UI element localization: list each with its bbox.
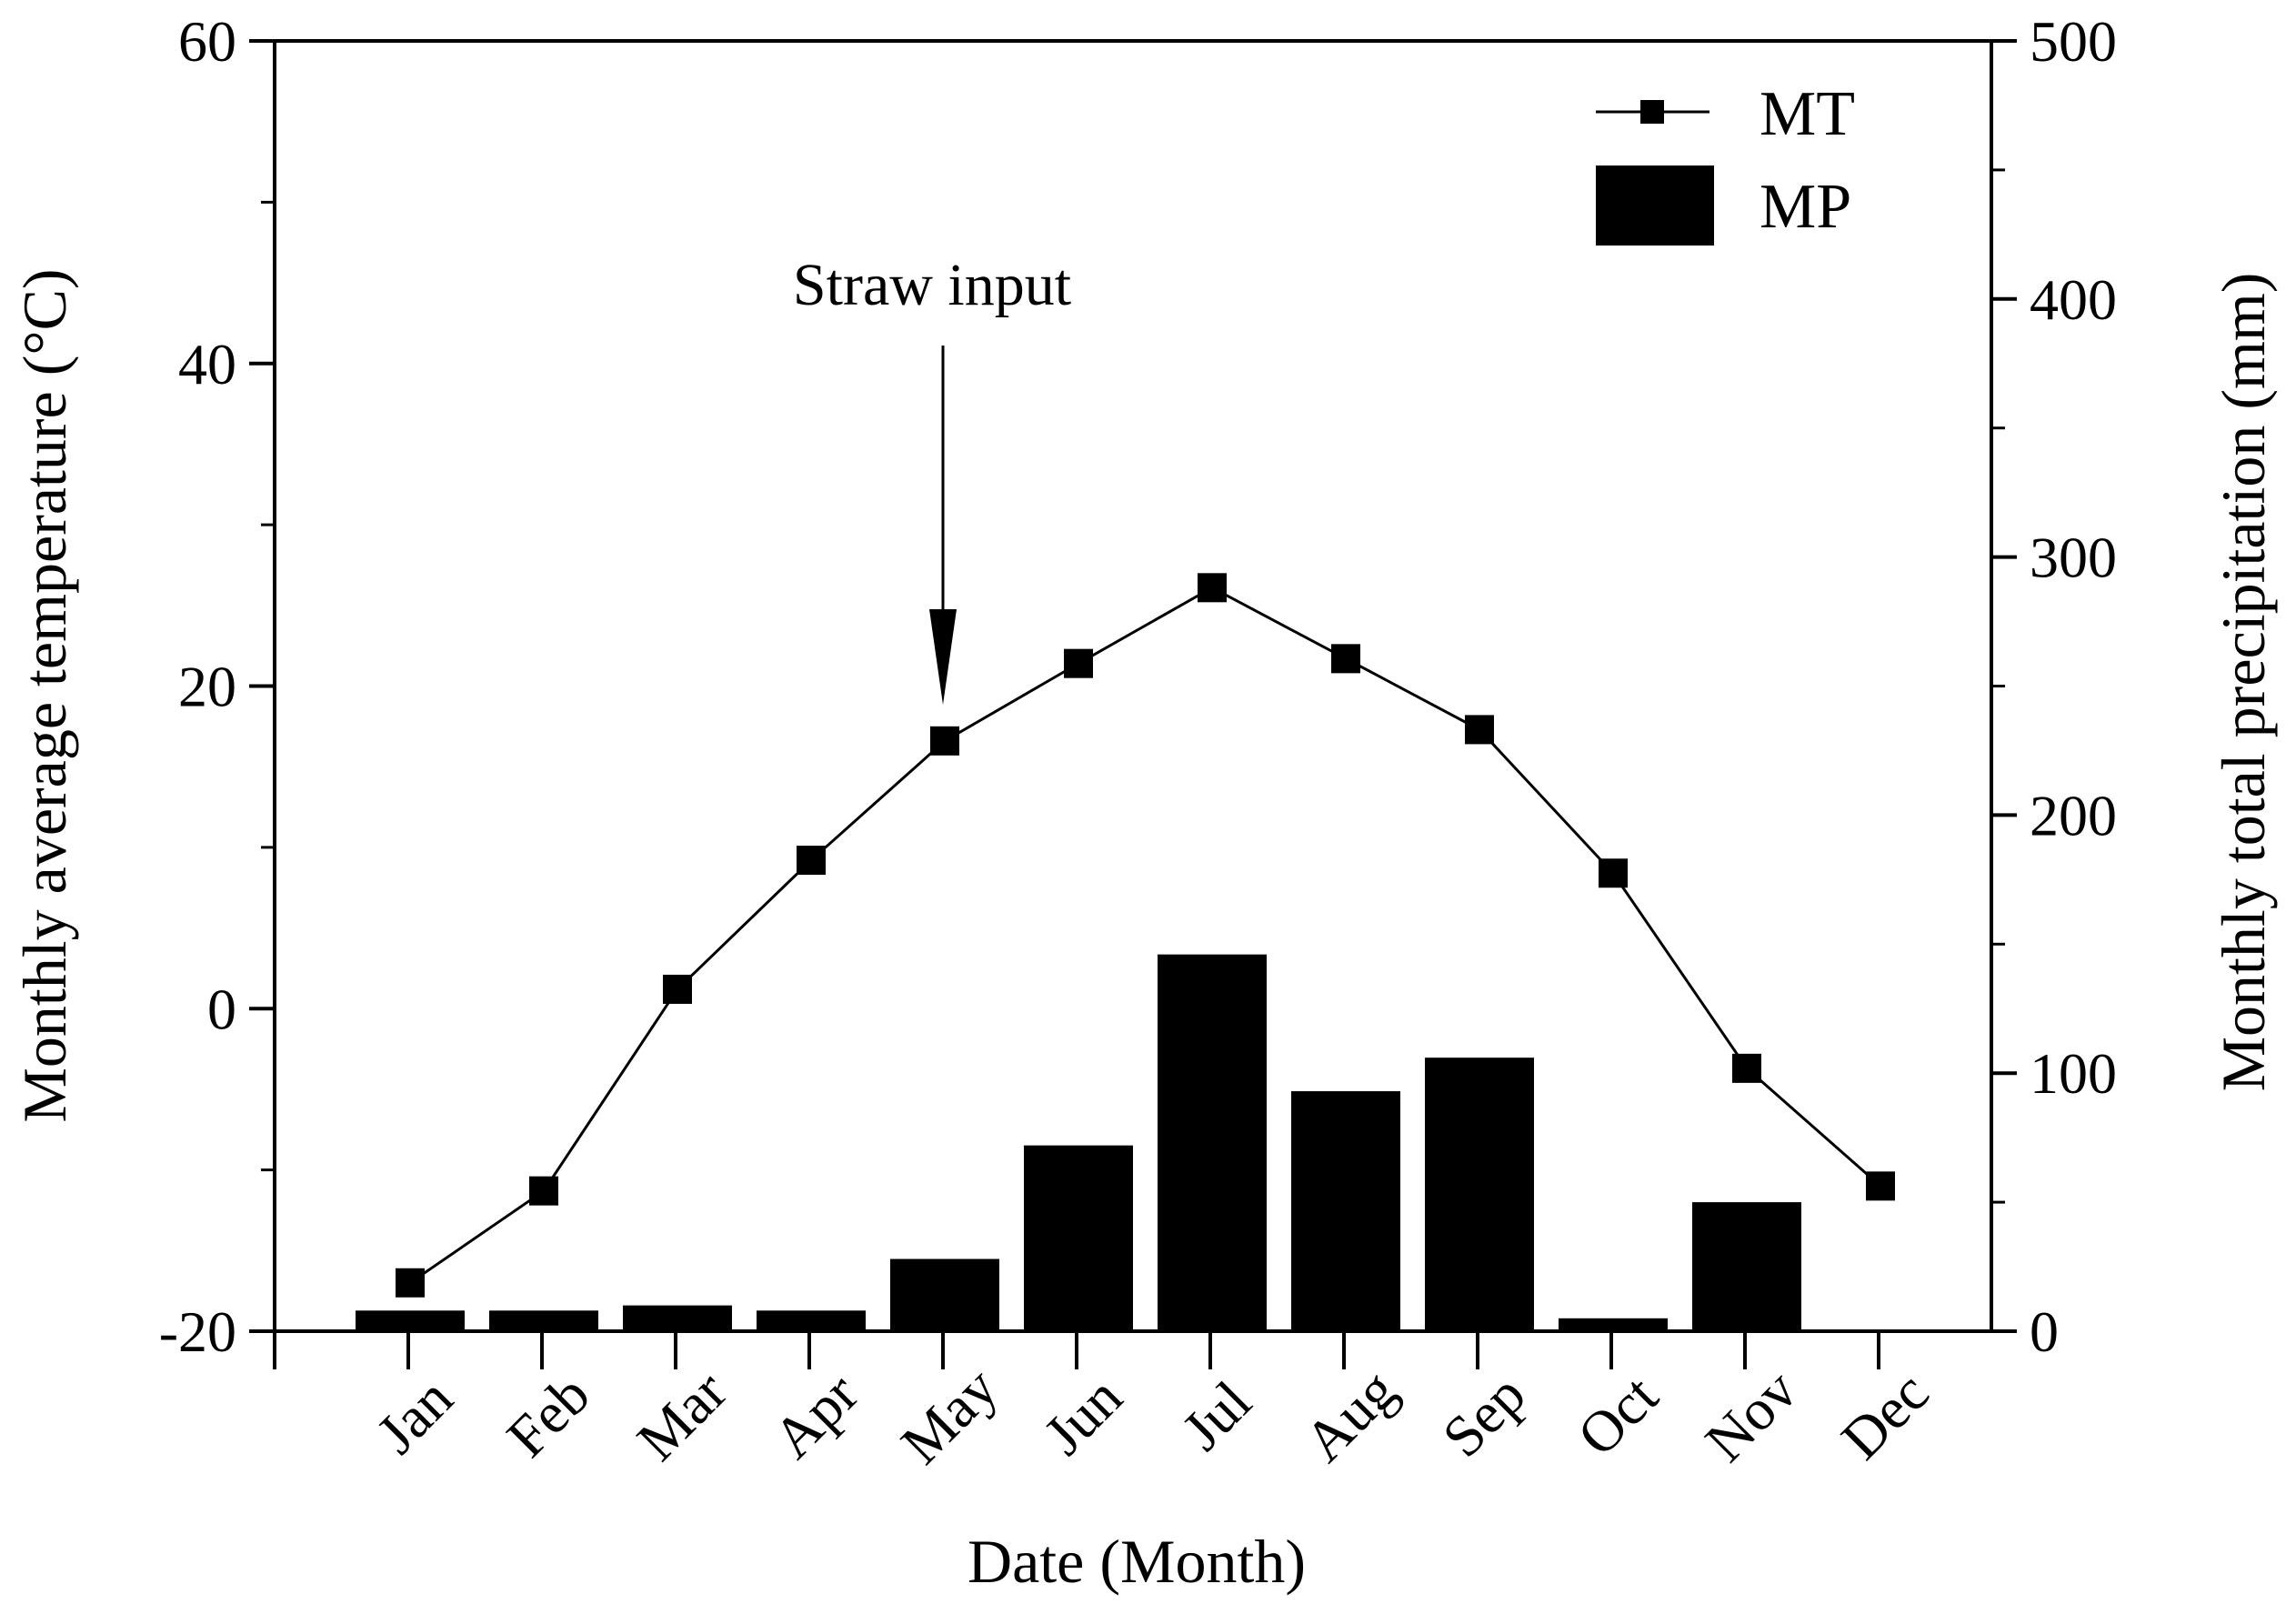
mt-point-feb [529,1176,558,1206]
legend-mt-marker [1640,100,1664,124]
straw-input-annotation: Straw input [793,252,1071,705]
bar-jun [1024,1145,1133,1331]
left-tick-label: 60 [178,9,236,74]
right-tick-label: 0 [2030,1299,2059,1364]
x-axis-title: Date (Month) [968,1527,1306,1596]
y-left-axis-title: Monthly average temperature (°C) [10,268,79,1122]
right-tick-label: 400 [2030,267,2117,332]
x-tick-label-jan: Jan [365,1366,466,1467]
x-tick-label-dec: Dec [1829,1359,1940,1471]
mt-point-mar [663,974,692,1004]
x-tick-label-mar: Mar [625,1358,739,1473]
x-tick-label-sep: Sep [1430,1362,1538,1469]
legend-mp-swatch [1596,165,1714,246]
right-tick-label: 100 [2030,1041,2117,1106]
temperature-line [396,573,1895,1298]
bar-oct [1559,1318,1668,1331]
bar-apr [757,1310,866,1331]
mt-point-sep [1465,715,1494,745]
bar-sep [1425,1058,1534,1331]
x-tick-label-jul: Jul [1169,1368,1263,1462]
precipitation-bars [356,954,1801,1331]
left-axis-ticks: -20 0 20 40 60 [159,9,275,1364]
legend-mp-label: MP [1760,172,1851,242]
right-tick-label: 300 [2030,526,2117,590]
straw-input-arrowhead [929,609,957,705]
mt-point-jun [1064,648,1093,678]
right-axis-ticks: 0 100 200 300 400 500 [1991,9,2117,1364]
bar-mar [623,1305,732,1331]
x-tick-label-jun: Jun [1031,1364,1134,1467]
left-tick-label: 40 [178,332,236,396]
bar-may [890,1258,999,1331]
legend: MT MP [1596,79,1855,246]
bar-nov [1692,1202,1801,1331]
bar-feb [489,1310,598,1331]
straw-input-label: Straw input [793,252,1071,318]
axes [273,39,1993,1333]
x-tick-label-oct: Oct [1565,1363,1670,1469]
bar-jul [1158,954,1267,1331]
x-tick-label-aug: Aug [1292,1358,1409,1474]
right-tick-label: 500 [2030,9,2117,74]
x-tick-label-apr: Apr [761,1361,871,1471]
mt-point-aug [1331,644,1360,674]
x-tick-label-feb: Feb [495,1362,602,1469]
right-tick-label: 200 [2030,783,2117,847]
left-tick-label: 0 [207,977,236,1041]
mt-series-line [409,586,1881,1285]
bar-jan [356,1310,465,1331]
mt-point-jul [1198,573,1227,603]
mt-point-oct [1599,858,1628,888]
left-tick-label: -20 [159,1299,236,1364]
mt-point-may [930,726,959,756]
legend-mt-label: MT [1760,79,1855,149]
mt-point-jan [396,1268,425,1298]
x-tick-label-may: May [888,1355,1009,1476]
mt-point-nov [1732,1053,1761,1083]
bar-aug [1291,1091,1400,1331]
mt-point-apr [797,846,826,876]
left-tick-label: 20 [178,655,236,719]
mt-point-dec [1866,1171,1895,1201]
x-axis-ticks: Jan Feb Mar Apr May Jun Jul Aug Sep Oct Nov Dec [273,1331,1940,1476]
y-right-axis-title: Monthly total precipitation (mm) [2209,273,2278,1092]
x-tick-label-nov: Nov [1693,1358,1810,1474]
